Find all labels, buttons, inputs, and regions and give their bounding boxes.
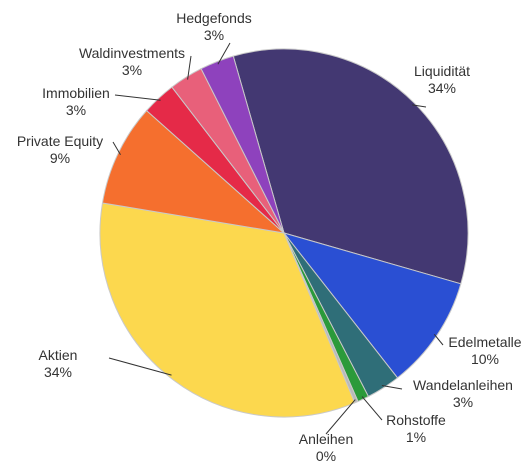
slice-percent-wandelanleihen: 3% bbox=[453, 394, 473, 410]
leader-line-rohstoffe bbox=[361, 396, 383, 421]
slice-percent-hedgefonds: 3% bbox=[204, 27, 224, 43]
slice-label-wandelanleihen: Wandelanleihen bbox=[413, 377, 513, 393]
leader-line-waldinvestments bbox=[187, 55, 192, 80]
pie-slice-liquiditat bbox=[232, 48, 469, 285]
pie-slice-edelmetalle bbox=[282, 232, 462, 379]
pie-slice-private-equity bbox=[101, 109, 286, 234]
slice-label-rohstoffe: Rohstoffe bbox=[386, 412, 446, 428]
slice-label-hedgefonds: Hedgefonds bbox=[176, 10, 252, 26]
leader-line-immobilien bbox=[114, 94, 161, 101]
slice-label-aktien: Aktien bbox=[39, 347, 78, 363]
slice-percent-private-equity: 9% bbox=[50, 150, 70, 166]
leader-line-liquiditat bbox=[412, 104, 427, 108]
leader-line-wandelanleihen bbox=[381, 385, 403, 390]
slice-label-liquiditat: Liquidität bbox=[414, 63, 470, 79]
slice-percent-edelmetalle: 10% bbox=[471, 351, 499, 367]
slice-percent-immobilien: 3% bbox=[66, 102, 86, 118]
leader-line-edelmetalle bbox=[433, 333, 444, 346]
slice-labels: Liquidität34%Edelmetalle10%Wandelanleihe… bbox=[17, 10, 522, 461]
slice-percent-aktien: 34% bbox=[44, 364, 72, 380]
slice-label-private-equity: Private Equity bbox=[17, 133, 103, 149]
pie-slice-hedgefonds bbox=[200, 55, 285, 234]
pie-slices bbox=[99, 48, 469, 418]
slice-label-immobilien: Immobilien bbox=[42, 85, 110, 101]
leader-line-anleihen bbox=[325, 399, 356, 435]
leader-line-private-equity bbox=[112, 141, 121, 156]
slice-percent-rohstoffe: 1% bbox=[406, 429, 426, 445]
slice-percent-liquiditat: 34% bbox=[428, 80, 456, 96]
slice-percent-waldinvestments: 3% bbox=[122, 62, 142, 78]
slice-percent-anleihen: 0% bbox=[316, 448, 336, 461]
leader-lines bbox=[108, 42, 444, 435]
slice-label-anleihen: Anleihen bbox=[299, 431, 354, 447]
leader-line-aktien bbox=[108, 357, 172, 376]
leader-line-hedgefonds bbox=[217, 42, 231, 65]
slice-label-edelmetalle: Edelmetalle bbox=[448, 334, 521, 350]
slice-label-waldinvestments: Waldinvestments bbox=[79, 45, 185, 61]
pie-slice-aktien bbox=[99, 202, 356, 418]
